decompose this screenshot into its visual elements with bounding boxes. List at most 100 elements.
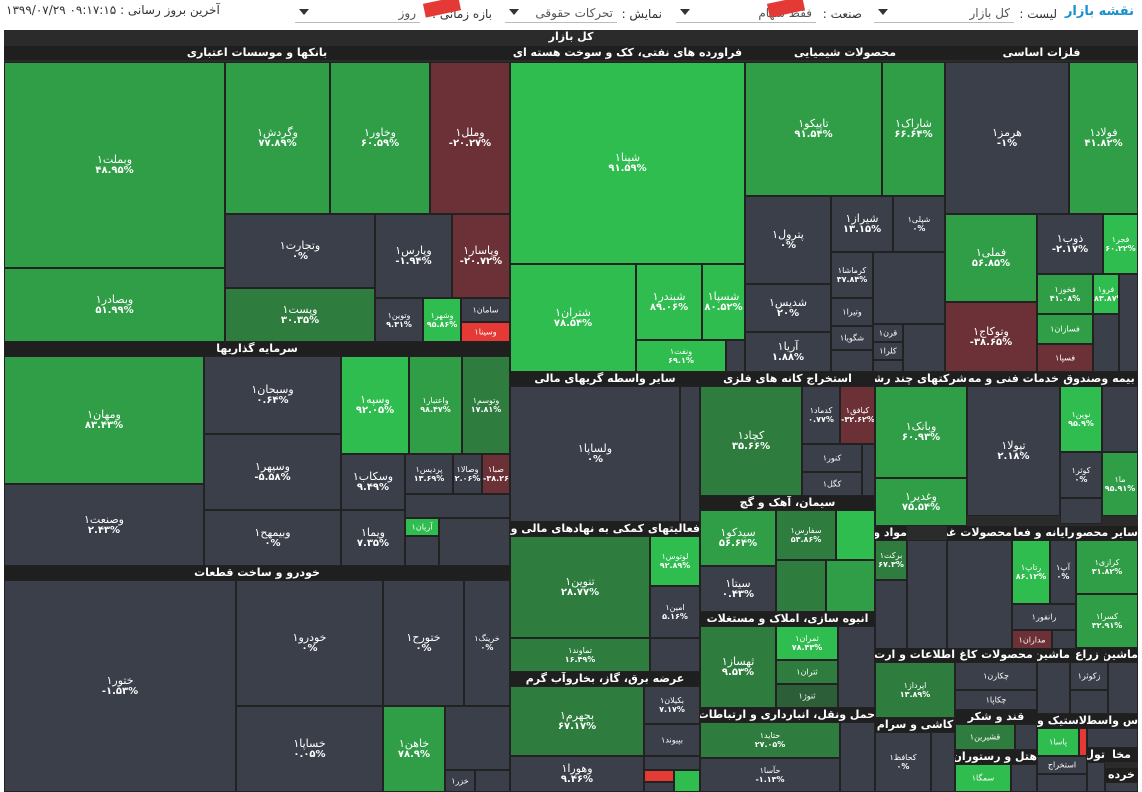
stock-vtejarat[interactable]: وتجارت۱ ۰% — [225, 214, 375, 288]
stock-pardis[interactable]: پردیس۱ ۱۳.۶۹% — [405, 454, 453, 494]
stock-lotus[interactable]: لوتوس۱ ۹۲.۸۹% — [650, 536, 700, 586]
stock-ap[interactable]: آپ۱ ۰% — [1050, 540, 1076, 604]
stock-shiraz[interactable]: شیراز۱ ۱۳.۱۵% — [831, 196, 893, 252]
stock-shegoya[interactable]: شگویا۱ — [831, 326, 873, 350]
stock-shepli[interactable]: شپلی۱ ۰% — [893, 196, 945, 252]
stock-shepna[interactable]: شپنا۱ ۹۱.۵۹% — [510, 62, 745, 264]
stock-vshahr[interactable]: وشهر۱ ۹۵.۸۶% — [423, 298, 461, 342]
stock-khafez[interactable]: کحافظ۱ ۰% — [875, 732, 931, 792]
stock-vsanat[interactable]: وصنعت۱ ۲.۴۳% — [4, 484, 204, 566]
stock-ma[interactable]: ما۱ ۹۵.۹۱% — [1102, 452, 1138, 516]
stock-shebandar[interactable]: شبندر۱ ۸۹.۰۶% — [636, 264, 702, 340]
stock-bpivand[interactable]: بپیوند۱ — [644, 724, 700, 756]
stock-khaz[interactable]: خزر۱ — [445, 770, 475, 792]
stock-vmahan[interactable]: ومهان۱ ۸۳.۴۳% — [4, 356, 204, 484]
stock-bejahram[interactable]: بجهرم۱ ۶۷.۱۷% — [510, 686, 644, 756]
list-select[interactable]: کل بازار — [874, 4, 1014, 23]
stock-kouter[interactable]: کوثر۱ ۰% — [1060, 452, 1102, 498]
stock-tnovin[interactable]: تنوین۱ ۲۸.۷۷% — [510, 536, 650, 638]
stock-tapiko[interactable]: تاپیکو۱ ۹۱.۵۴% — [745, 62, 882, 196]
stock-saman[interactable]: سامان۱ — [461, 298, 510, 322]
stock-themran[interactable]: ثمران۱ ۷۸.۴۳% — [776, 626, 838, 660]
stock-vetebar[interactable]: واعتبار۱ ۹۸.۴۷% — [409, 356, 462, 454]
stock-thesaz[interactable]: ثهساز۱ ۹.۵۳% — [700, 626, 776, 708]
stock-vsepa[interactable]: وسپه۱ ۹۲.۰۵% — [341, 356, 409, 454]
stock-barkat[interactable]: برکت۱ ۶۷.۳% — [875, 540, 907, 580]
stock-hasa[interactable]: حآسا۱ -۱.۱۳% — [700, 758, 840, 792]
stock-sita[interactable]: سیتا۱ ۰.۴۳% — [700, 566, 776, 612]
stock-sfars[interactable]: سفارس۱ ۵۳.۸۶% — [776, 510, 836, 560]
stock-vgardesh[interactable]: وگردش۱ ۷۷.۸۹% — [225, 62, 330, 214]
stock-vpasar[interactable]: وپاسار۱ -۲۰.۷۲% — [452, 214, 510, 298]
stock-vsina[interactable]: وسینا۱ — [461, 322, 510, 342]
stock-zkoltr[interactable]: زکوثر۱ — [1070, 662, 1108, 690]
stock-madaran[interactable]: مداران۱ — [1012, 630, 1052, 650]
stock-bkhyalan[interactable]: بکیلان۱ ۷.۱۷% — [644, 686, 700, 724]
stock-khtoor[interactable]: ختور۱ -۱.۵۳% — [4, 580, 236, 792]
stock-tmavand[interactable]: تماوند۱ ۱۶.۴۹% — [510, 638, 650, 672]
stock-vsala[interactable]: وصالا۱ ۲.۰۶% — [453, 454, 482, 494]
stock-vpars[interactable]: وپارس۱ -۱.۹۴% — [375, 214, 452, 298]
stock-ksra[interactable]: کسرا۱ ۳۲.۹۱% — [1076, 594, 1138, 648]
stock-khahan[interactable]: خاهن۱ ۷۸.۹% — [383, 706, 445, 792]
stock-sba[interactable]: صبا۱-۳۸.۲۶% — [482, 454, 510, 494]
stock-petrol[interactable]: پترول۱ ۰% — [745, 196, 831, 284]
stock-vhora[interactable]: وهورا۱ ۹.۴۶% — [510, 756, 644, 792]
stock-novin[interactable]: نوین۱ ۹۵.۹% — [1060, 386, 1102, 452]
stock-vtokaj[interactable]: وتوکاج۱ -۳۸.۶۵% — [945, 302, 1037, 372]
stock-sidko[interactable]: سیدکو۱ ۵۶.۶۴% — [700, 510, 776, 566]
stock-vsebhan[interactable]: وسبحان۱ ۰.۶۴% — [204, 356, 341, 434]
stock-foulad[interactable]: فولاد۱ ۴۱.۸۲% — [1069, 62, 1138, 214]
stock-arya[interactable]: آریا۱ ۱.۸۸% — [745, 332, 831, 372]
stock-shedis[interactable]: شدیس۱ ۲۰% — [745, 284, 831, 332]
stock-estkharj[interactable]: استخراج — [1037, 756, 1087, 774]
stock-pasa[interactable]: پاسا۱ — [1037, 728, 1079, 756]
stock-tapola[interactable]: تپولا۱ ۲.۱۸% — [967, 386, 1060, 516]
stock-shetran[interactable]: شتران۱ ۷۸.۵۴% — [510, 264, 636, 372]
stock-hormoz[interactable]: هرمز۱ -۱% — [945, 62, 1069, 214]
stock-vkhavar[interactable]: وخاور۱ ۶۰.۵۹% — [330, 62, 430, 214]
stock-fesazan[interactable]: فسازان۱ — [1037, 314, 1093, 344]
stock-vlsapa[interactable]: ولساپا۱ ۰% — [510, 386, 680, 522]
stock-vsepahr[interactable]: وسپهر۱ -۵.۵۸% — [204, 434, 341, 510]
stock-vghadir[interactable]: وغدیر۱ ۷۵.۵۴% — [875, 478, 967, 526]
stock-fespa[interactable]: فسپا۱ — [1037, 344, 1093, 372]
stock-amin[interactable]: امین۱ ۵.۱۶% — [650, 586, 700, 638]
stock-semka[interactable]: سمگا۱ — [955, 764, 1011, 792]
stock-chkapa[interactable]: چکاپا۱ — [955, 690, 1037, 710]
period-select[interactable]: روز — [295, 4, 420, 23]
stock-kaf[interactable]: کیافق۱ -۳۲.۶۲% — [840, 386, 875, 444]
stock-vtovin[interactable]: وتوین۱ ۹.۳۱% — [375, 298, 423, 342]
stock-kala[interactable]: کلرا۱ — [873, 342, 903, 360]
stock-shespa[interactable]: شسپا۱ ۸۰.۵۲% — [702, 264, 745, 340]
stock-hetayad[interactable]: حتاید۱ ۲۷.۰۵% — [700, 722, 840, 758]
stock-khsapa[interactable]: خساپا۱ ۰.۰۵% — [236, 706, 383, 792]
stock-vskab[interactable]: وسکاب۱ ۹.۴۹% — [341, 454, 405, 510]
stock-vpost[interactable]: وپست۱ ۳۰.۳۵% — [225, 288, 375, 342]
stock-vtosam[interactable]: وتوسم۱ ۱۷.۸۱% — [462, 356, 510, 454]
stock-aprdaz[interactable]: اپرداز۱ ۱۳.۸۹% — [875, 662, 955, 718]
stock-vanaft[interactable]: ونفت۱ ۶۹.۱% — [636, 340, 726, 372]
stock-vtira[interactable]: وتیرا۱ — [831, 298, 873, 326]
stock-thtran[interactable]: ثتران۱ — [776, 660, 838, 684]
stock-khodro[interactable]: خودرو۱ ۰% — [236, 580, 383, 706]
stock-zob[interactable]: ذوب۱ -۲.۱۷% — [1037, 214, 1103, 274]
stock-fkhouz[interactable]: فخوز۱ ۴۱.۰۸% — [1037, 274, 1093, 314]
stock-ranfor[interactable]: رانفور۱ — [1012, 604, 1076, 630]
stock-sharak[interactable]: شاراک۱ ۶۶.۶۴% — [882, 62, 945, 196]
stock-vmellal[interactable]: وملل۱ -۲۰.۲۷% — [430, 62, 510, 214]
stock-fajr[interactable]: فجر۱ ۶۰.۲۲% — [1103, 214, 1138, 274]
stock-ratap[interactable]: رتاپ۱ ۸۶.۱۲% — [1012, 540, 1050, 604]
stock-kermasha[interactable]: کرماشا۱ ۳۷.۸۴% — [831, 252, 873, 298]
stock-thnozh[interactable]: ثنوژ۱ — [776, 684, 838, 708]
stock-kchad[interactable]: کچاد۱ ۳۵.۶۶% — [700, 386, 802, 496]
stock-vbsader[interactable]: وبصادر۱ ۵۱.۹۹% — [4, 268, 225, 342]
stock-kgol[interactable]: کگل۱ — [802, 472, 862, 496]
stock-khrink[interactable]: خرینگ۱ ۰% — [464, 580, 510, 706]
stock-vbimeh[interactable]: وبیمهح۱ ۰% — [204, 510, 341, 566]
stock-ghshiran[interactable]: قشیرین۱ — [955, 724, 1015, 750]
stock-vbank[interactable]: وبانک۱ ۶۰.۹۳% — [875, 386, 967, 478]
stock-kchad2[interactable]: کدماد۱ ۰.۷۷% — [802, 386, 840, 444]
stock-femli[interactable]: فملی۱ ۵۶.۸۵% — [945, 214, 1037, 302]
